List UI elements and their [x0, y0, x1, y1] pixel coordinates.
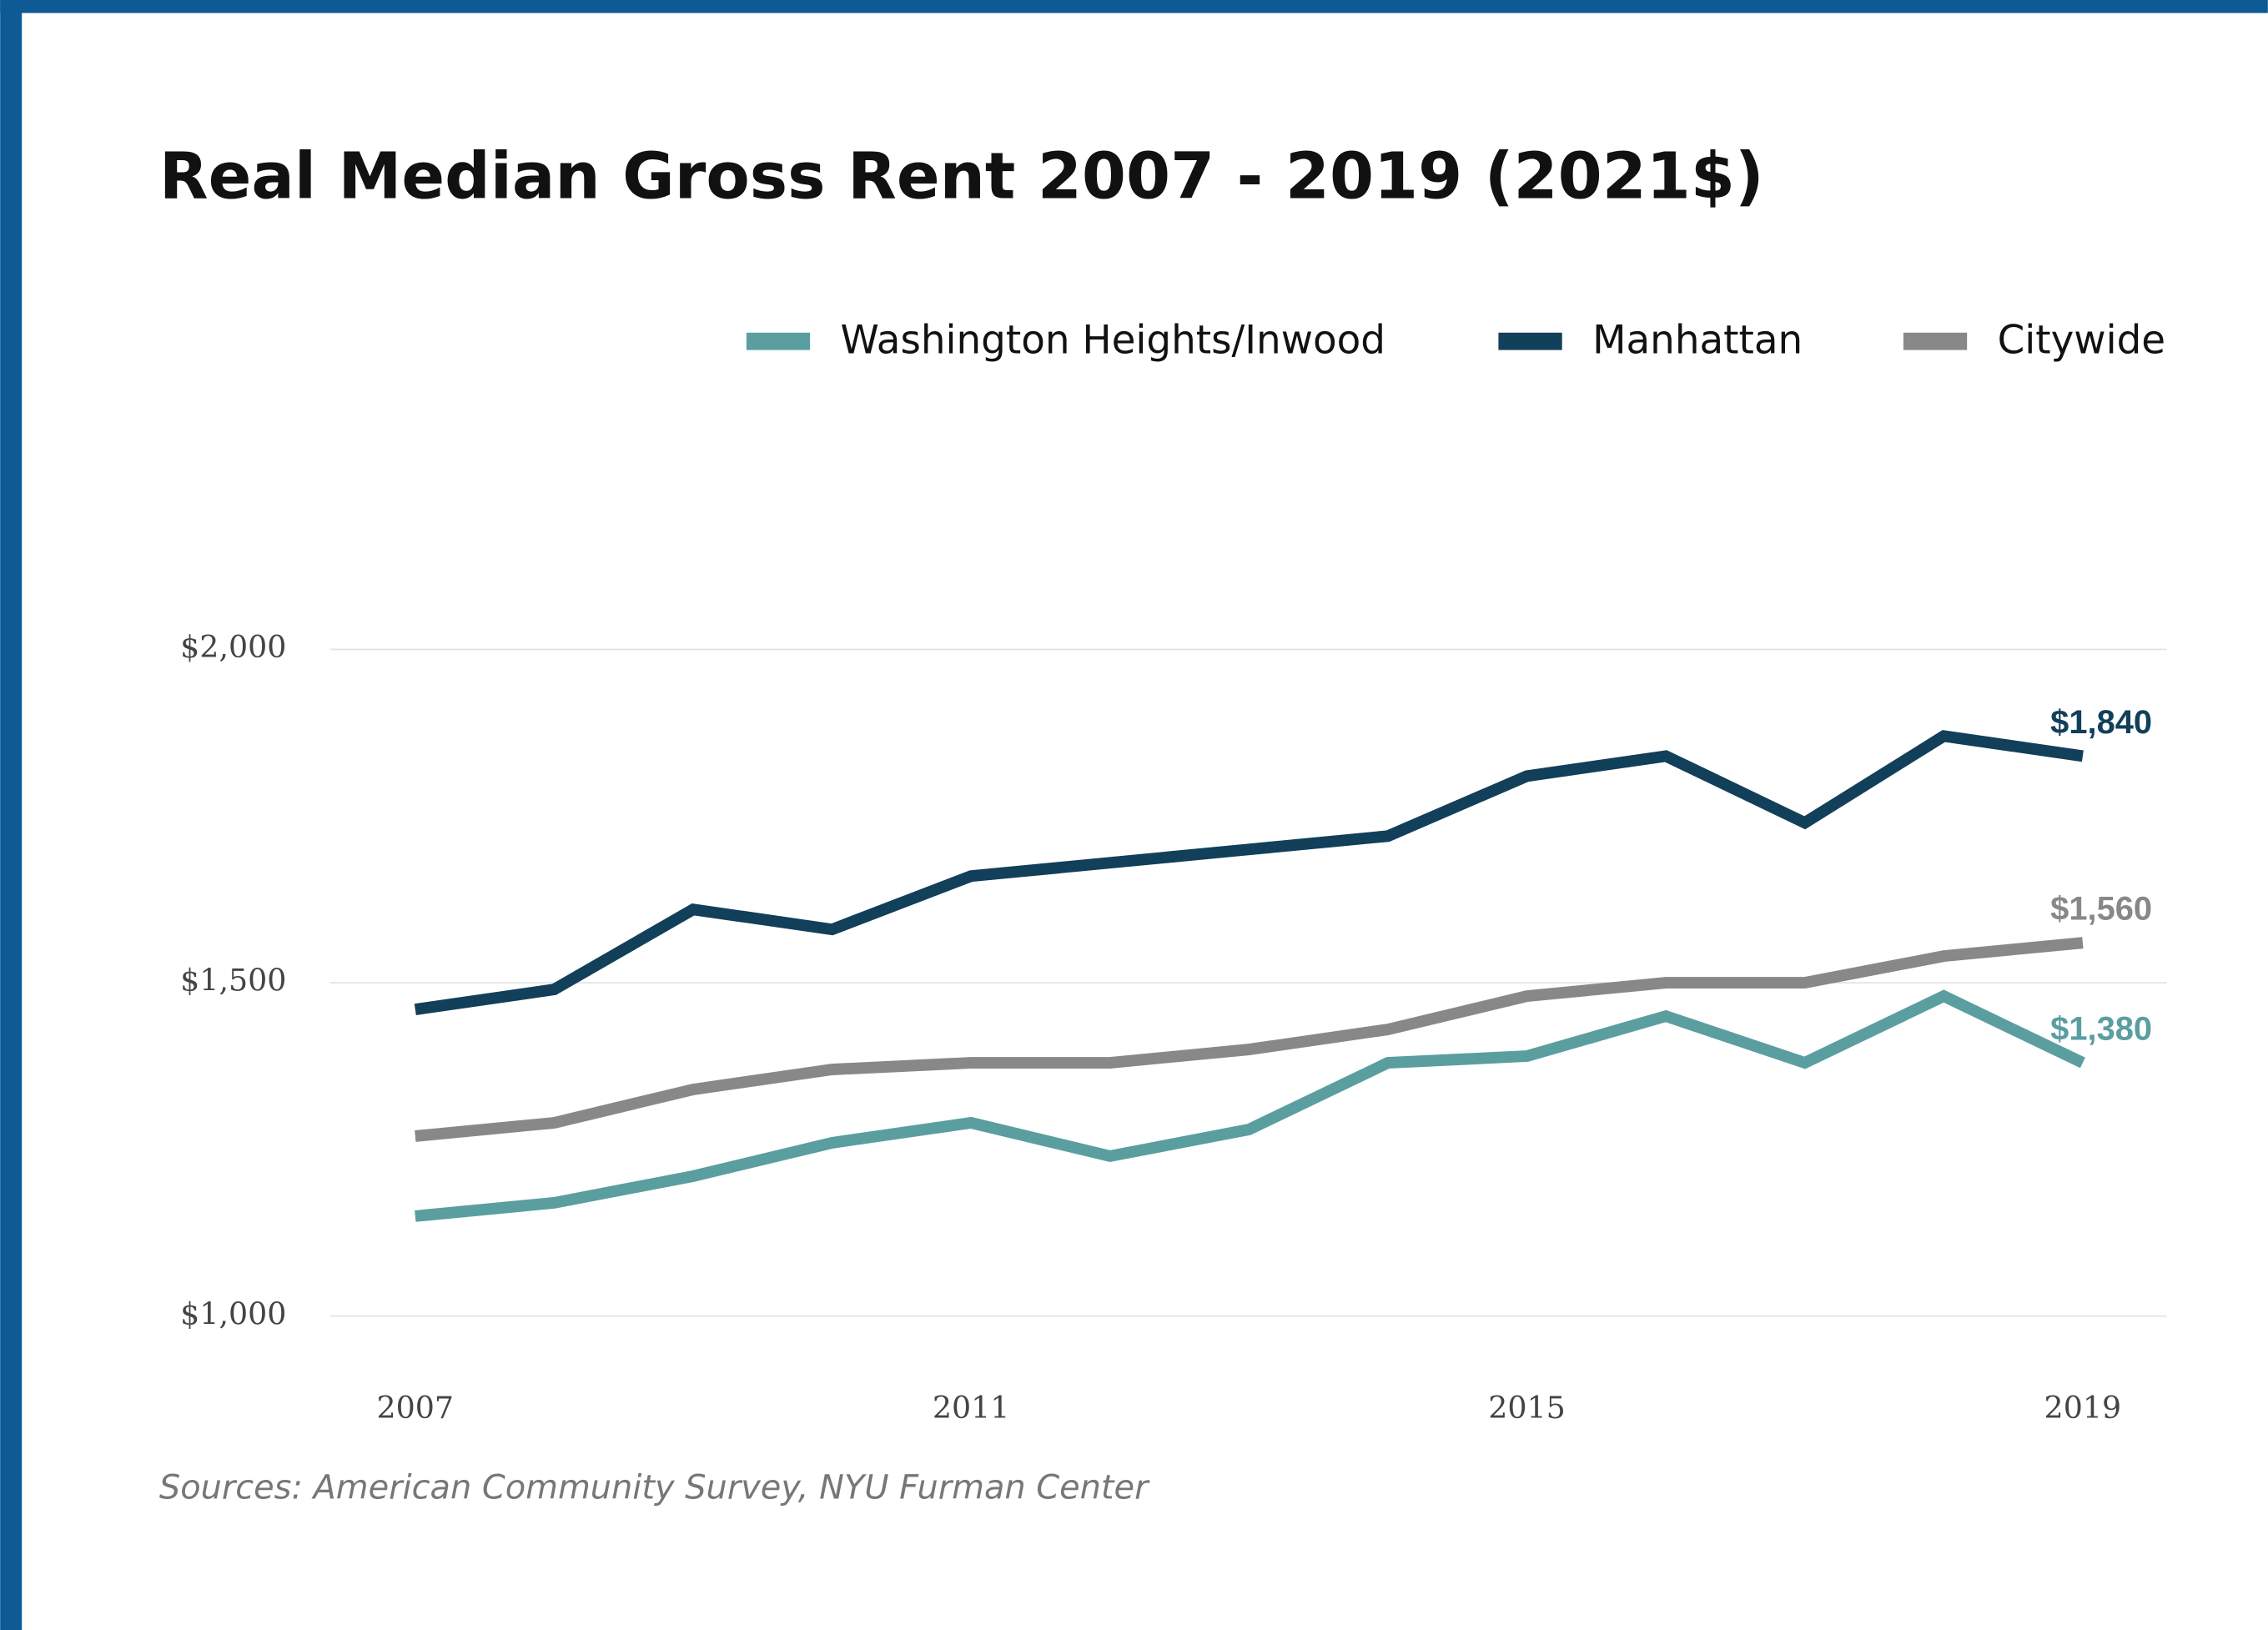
source-note: Sources: American Community Survey, NYU … — [159, 1468, 1150, 1507]
y-tick-label: $1,000 — [180, 1295, 286, 1331]
legend-label: Manhattan — [1592, 318, 1803, 363]
chart-title: Real Median Gross Rent 2007 - 2019 (2021… — [159, 139, 1764, 214]
legend-swatch — [746, 332, 811, 350]
end-value-label: $1,380 — [2050, 1010, 2152, 1047]
left-border — [0, 0, 23, 1630]
x-tick-label: 2015 — [1488, 1390, 1566, 1426]
y-tick-label: $1,500 — [180, 963, 286, 999]
x-tick-label: 2011 — [933, 1390, 1010, 1426]
legend-swatch — [1903, 332, 1968, 350]
line-series — [415, 937, 2084, 1142]
line-series — [415, 989, 2085, 1222]
end-value-label: $1,840 — [2050, 704, 2152, 741]
x-tick-label: 2019 — [2044, 1390, 2122, 1426]
top-border — [0, 0, 2268, 13]
legend-swatch — [1498, 332, 1562, 350]
legend-label: Citywide — [1998, 318, 2166, 363]
x-tick-label: 2007 — [376, 1390, 454, 1426]
line-series — [414, 730, 2084, 1015]
legend-label: Washington Heights/Inwood — [841, 318, 1385, 363]
end-value-label: $1,560 — [2050, 891, 2152, 928]
y-tick-label: $2,000 — [180, 629, 286, 665]
